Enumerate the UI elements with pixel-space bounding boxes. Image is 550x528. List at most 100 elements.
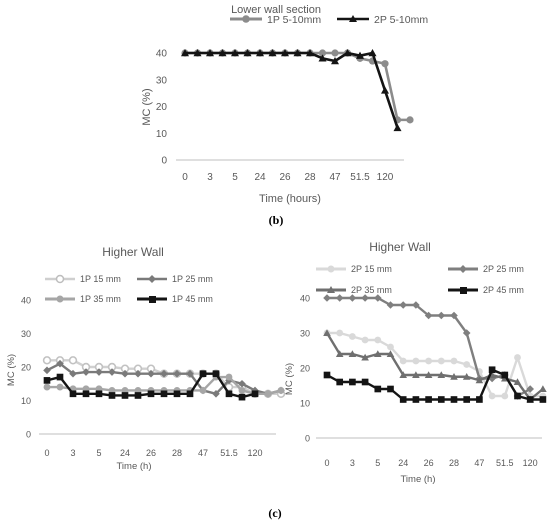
data-point [437, 396, 445, 403]
chart-c1-legend-marker-4 [149, 296, 156, 303]
data-point [381, 60, 389, 68]
data-point [68, 356, 78, 365]
chart-c1-legend-marker-2 [148, 275, 156, 283]
chart-c2-xtick-labels: 0 3 5 24 26 28 47 51.5 120 [324, 458, 537, 468]
xtick-label: 24 [120, 448, 130, 458]
data-point [318, 54, 327, 62]
data-point [134, 369, 142, 378]
xtick-label: 5 [96, 448, 101, 458]
chart-c2-title: Higher Wall [369, 240, 431, 254]
data-point [212, 370, 220, 378]
data-point [343, 49, 352, 57]
data-point [318, 49, 327, 57]
data-point [173, 390, 181, 398]
chart-c1-legend-label-2: 1P 25 mm [172, 274, 213, 284]
data-point [361, 353, 369, 361]
chart-c2-xlabel: Time (h) [400, 474, 435, 485]
data-point [42, 356, 52, 365]
data-point [336, 329, 344, 337]
data-point [108, 368, 116, 376]
data-point [539, 396, 547, 403]
data-point [437, 357, 445, 365]
chart-c1-legend-label-4: 1P 45 mm [172, 294, 213, 304]
data-point [514, 354, 521, 361]
chart-c2-legend-label-3: 2P 35 mm [351, 285, 392, 295]
ytick-label: 0 [161, 156, 167, 167]
data-point [374, 294, 382, 302]
data-point [501, 392, 509, 400]
data-point [218, 49, 227, 57]
data-point [277, 387, 285, 394]
ytick-label: 40 [300, 294, 310, 304]
data-point [450, 357, 458, 365]
data-point [95, 368, 103, 376]
series-line [185, 51, 399, 129]
data-point [356, 51, 364, 59]
xtick-label: 28 [449, 458, 459, 468]
data-point [437, 311, 446, 320]
data-point [374, 336, 382, 344]
data-point [399, 357, 407, 365]
chart-b-title: Lower wall section [231, 4, 321, 16]
data-point [386, 301, 395, 309]
data-point [462, 372, 471, 380]
ytick-label: 30 [300, 329, 310, 339]
data-point [199, 370, 207, 378]
chart-c1-xtick-labels: 0 3 5 24 26 28 47 51.5 120 [44, 448, 262, 458]
data-point [463, 361, 471, 368]
ytick-label: 0 [26, 430, 31, 440]
chart-c2-legend: 2P 15 mm 2P 25 mm 2P 35 mm 2P 45 mm [316, 264, 524, 295]
xtick-label: 28 [172, 448, 182, 458]
series-4 [43, 370, 259, 401]
data-point [147, 369, 155, 378]
data-point [238, 379, 246, 388]
data-point [514, 392, 521, 400]
chart-c2-ytick-labels: 0 10 20 30 40 [300, 294, 310, 444]
xtick-label: 51.5 [350, 172, 370, 183]
data-point [193, 49, 202, 57]
chart-c1-series [42, 356, 286, 401]
data-point [121, 392, 129, 399]
data-point [424, 371, 433, 379]
data-point [425, 396, 432, 403]
chart-b-series [181, 49, 414, 132]
data-point [361, 378, 369, 386]
data-point [348, 294, 357, 302]
data-point [399, 371, 407, 379]
data-point [238, 387, 246, 394]
chart-c1-legend-marker-1 [55, 274, 65, 284]
ytick-label: 20 [300, 364, 310, 374]
ytick-label: 10 [21, 396, 31, 406]
data-point [56, 373, 64, 381]
xtick-label: 26 [424, 458, 434, 468]
ytick-label: 30 [21, 329, 31, 339]
data-point [387, 385, 394, 393]
data-point [225, 373, 233, 381]
data-point [381, 86, 389, 94]
data-point [335, 350, 344, 358]
data-point [513, 378, 522, 386]
xtick-label: 120 [523, 458, 538, 468]
ytick-label: 40 [156, 49, 168, 60]
data-point [361, 336, 369, 344]
data-point [425, 357, 433, 365]
data-point [323, 294, 331, 302]
chart-c1-title: Higher Wall [102, 245, 164, 259]
panel-label-b: (b) [269, 213, 284, 227]
xtick-label: 26 [279, 172, 291, 183]
data-point [374, 385, 382, 393]
data-point [256, 49, 264, 57]
chart-b-legend: 1P 5-10mm 2P 5-10mm [230, 14, 428, 26]
data-point [243, 49, 252, 57]
data-point [412, 396, 420, 403]
chart-c1-legend-label-3: 1P 35 mm [80, 294, 121, 304]
data-point [181, 49, 189, 57]
series-1 [181, 49, 414, 124]
chart-b: Lower wall section 1P 5-10mm 2P 5-10mm M… [141, 4, 428, 205]
panel-label-c: (c) [268, 506, 281, 520]
data-point [336, 378, 344, 386]
chart-b-xtick-labels: 0 3 5 24 26 28 47 51.5 120 [182, 172, 394, 183]
xtick-label: 24 [398, 458, 408, 468]
data-point [348, 350, 357, 358]
